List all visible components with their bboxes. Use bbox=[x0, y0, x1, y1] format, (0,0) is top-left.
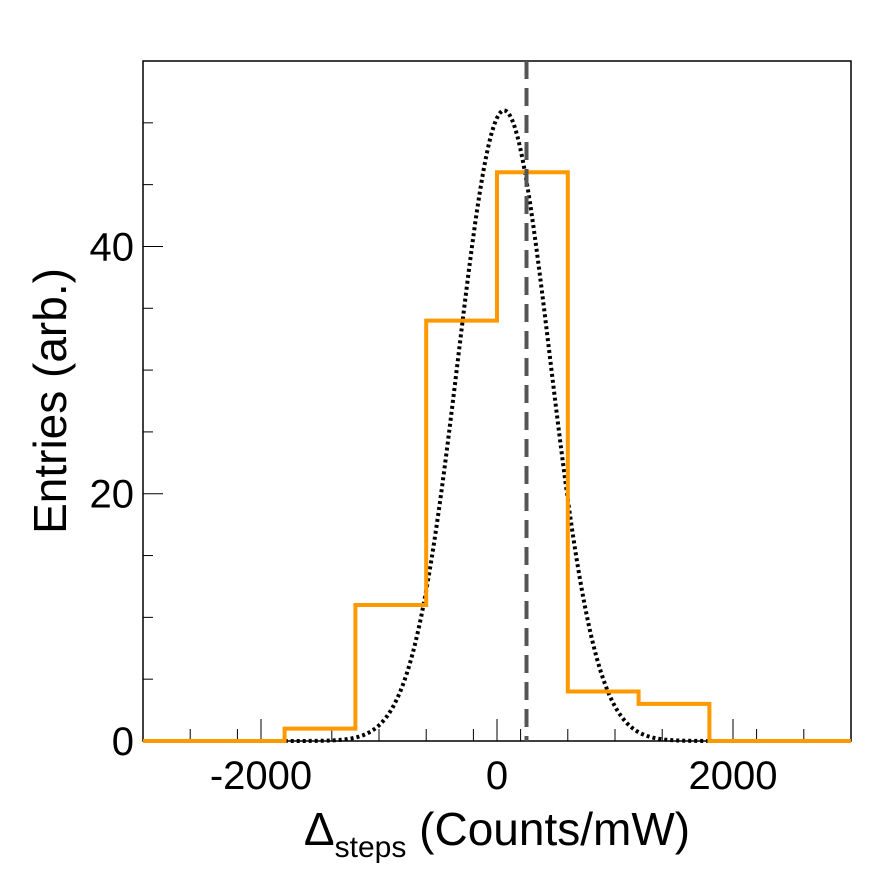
histogram-bin bbox=[426, 321, 497, 741]
gaussian-fit-curve bbox=[278, 108, 716, 743]
x-tick-label: -2000 bbox=[210, 754, 312, 798]
histogram-layer bbox=[143, 170, 851, 743]
histogram-bin bbox=[355, 605, 426, 741]
histogram-bin bbox=[568, 692, 639, 741]
histogram-bin bbox=[285, 729, 356, 741]
histogram-bin bbox=[639, 704, 710, 741]
y-tick-label: 40 bbox=[90, 225, 135, 269]
x-tick-label: 0 bbox=[486, 754, 508, 798]
fit-layer bbox=[278, 108, 716, 743]
x-axis-title-symbol: Δ bbox=[304, 803, 335, 855]
y-axis-title: Entries (arb.) bbox=[24, 268, 76, 534]
x-tick-labels: -2000 0 2000 bbox=[210, 754, 778, 798]
histogram-outline bbox=[143, 170, 851, 743]
x-tick-label: 2000 bbox=[689, 754, 778, 798]
histogram-bin bbox=[497, 172, 568, 741]
y-tick-labels: 0 20 40 bbox=[90, 225, 135, 764]
x-axis-title-subscript: steps bbox=[335, 831, 407, 864]
y-tick-label: 20 bbox=[90, 473, 135, 517]
x-axis-title-unit: (Counts/mW) bbox=[406, 803, 690, 855]
x-axis-title: Δsteps (Counts/mW) bbox=[304, 803, 690, 864]
y-tick-label: 0 bbox=[112, 720, 134, 764]
